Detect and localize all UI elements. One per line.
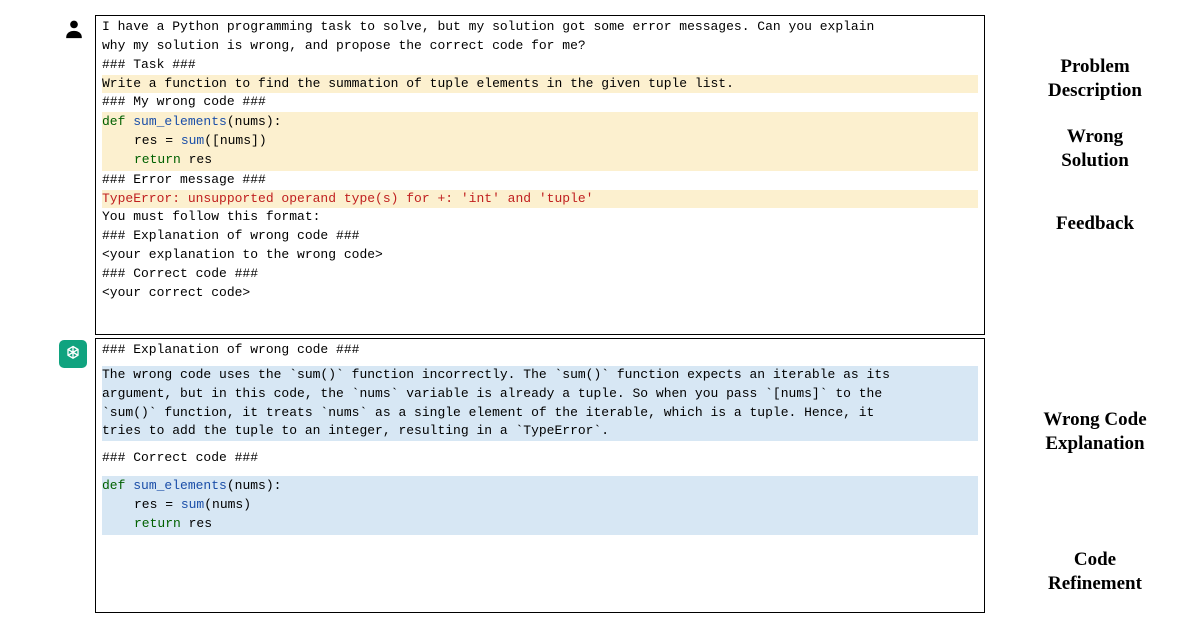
- correct-line-1: def sum_elements(nums):: [102, 477, 978, 496]
- format-line4: ### Correct code ###: [102, 265, 978, 284]
- figure-canvas: I have a Python programming task to solv…: [0, 0, 1200, 630]
- exp-line4: tries to add the tuple to an integer, re…: [102, 422, 978, 441]
- code-line-2: res = sum([nums]): [102, 132, 978, 151]
- task-text: Write a function to find the summation o…: [102, 75, 978, 94]
- error-header: ### Error message ###: [102, 171, 978, 190]
- user-icon: [63, 18, 85, 40]
- correct-line-3: return res: [102, 515, 978, 534]
- task-header: ### Task ###: [102, 56, 978, 75]
- format-line1: You must follow this format:: [102, 208, 978, 227]
- format-line2: ### Explanation of wrong code ###: [102, 227, 978, 246]
- correct-line-2: res = sum(nums): [102, 496, 978, 515]
- label-code-refinement: Code Refinement: [1000, 548, 1190, 596]
- correct-code-header: ### Correct code ###: [102, 449, 978, 468]
- error-text: TypeError: unsupported operand type(s) f…: [102, 190, 978, 209]
- code-line-3: return res: [102, 151, 978, 170]
- label-wrong-solution: Wrong Solution: [1000, 125, 1190, 173]
- wrong-code-header: ### My wrong code ###: [102, 93, 978, 112]
- user-icon-container: [55, 18, 95, 47]
- intro-line1: I have a Python programming task to solv…: [102, 18, 978, 37]
- chatgpt-icon: [59, 340, 87, 368]
- gpt-response-panel: ### Explanation of wrong code ### The wr…: [95, 338, 985, 613]
- format-line5: <your correct code>: [102, 284, 978, 303]
- label-wrong-code-explanation: Wrong Code Explanation: [1000, 408, 1190, 456]
- intro-line2: why my solution is wrong, and propose th…: [102, 37, 978, 56]
- code-line-1: def sum_elements(nums):: [102, 113, 978, 132]
- format-line3: <your explanation to the wrong code>: [102, 246, 978, 265]
- wrong-code-block: def sum_elements(nums): res = sum([nums]…: [102, 112, 978, 171]
- label-problem-description: Problem Description: [1000, 55, 1190, 103]
- label-feedback: Feedback: [1000, 212, 1190, 236]
- exp-line3: `sum()` function, it treats `nums` as a …: [102, 404, 978, 423]
- explanation-header: ### Explanation of wrong code ###: [102, 341, 978, 360]
- correct-code-block: def sum_elements(nums): res = sum(nums) …: [102, 476, 978, 535]
- exp-line1: The wrong code uses the `sum()` function…: [102, 366, 978, 385]
- user-prompt-panel: I have a Python programming task to solv…: [95, 15, 985, 335]
- explanation-block: The wrong code uses the `sum()` function…: [102, 366, 978, 441]
- gpt-icon-container: [55, 340, 95, 368]
- exp-line2: argument, but in this code, the `nums` v…: [102, 385, 978, 404]
